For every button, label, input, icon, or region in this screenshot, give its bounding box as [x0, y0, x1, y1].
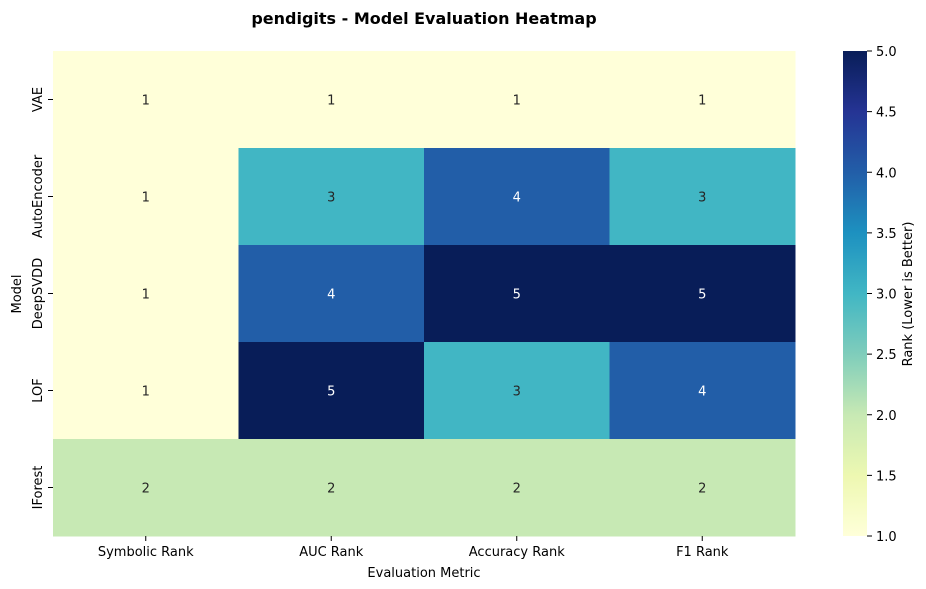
colorbar-tick-label: 1.0 [876, 530, 897, 545]
cell-value-label: 2 [142, 482, 150, 497]
heatmap-cell [53, 148, 239, 246]
cell-value-label: 5 [513, 288, 521, 303]
cell-value-label: 1 [142, 288, 150, 303]
x-axis-label: Evaluation Metric [367, 566, 480, 581]
cell-value-label: 5 [327, 385, 335, 400]
heatmap-cells [53, 51, 796, 537]
y-axis-ticks: VAE AutoEncoder DeepSVDD LOF IForest [31, 87, 53, 509]
y-tick-label: LOF [31, 378, 46, 403]
cell-value-label: 1 [513, 94, 521, 109]
x-tick-label: Symbolic Rank [98, 545, 194, 560]
heatmap-cell [53, 439, 239, 537]
heatmap-cell [424, 342, 610, 440]
colorbar: 1.0 1.5 2.0 2.5 3.0 3.5 4.0 4.5 5.0 Rank (Lower … [843, 45, 916, 545]
y-tick-label: VAE [31, 87, 46, 112]
heatmap-cell [424, 148, 610, 246]
colorbar-ticks: 1.0 1.5 2.0 2.5 3.0 3.5 4.0 4.5 5.0 [867, 45, 897, 545]
heatmap-cell [609, 51, 796, 149]
x-tick-label: F1 Rank [676, 545, 729, 560]
x-tick-label: Accuracy Rank [469, 545, 565, 560]
cell-value-label: 1 [698, 94, 706, 109]
colorbar-tick-label: 2.5 [876, 348, 897, 363]
x-tick-label: AUC Rank [299, 545, 364, 560]
cell-value-label: 3 [698, 191, 706, 206]
cell-value-label: 5 [698, 288, 706, 303]
x-axis-ticks: Symbolic Rank AUC Rank Accuracy Rank F1 Ran… [98, 536, 729, 560]
heatmap-cell [424, 245, 610, 343]
cell-value-label: 2 [698, 482, 706, 497]
colorbar-tick-label: 1.5 [876, 469, 897, 484]
y-tick-label: DeepSVDD [31, 258, 46, 329]
colorbar-tick-label: 4.0 [876, 166, 897, 181]
heatmap-cell [609, 245, 796, 343]
colorbar-scale [843, 51, 867, 536]
y-tick-label: IForest [31, 466, 46, 510]
cell-value-label: 3 [327, 191, 335, 206]
heatmap-cell-labels: 1 1 1 1 1 3 4 3 1 4 5 5 1 5 3 4 2 2 2 2 [142, 94, 707, 497]
colorbar-tick-label: 3.0 [876, 288, 897, 303]
cell-value-label: 1 [327, 94, 335, 109]
cell-value-label: 3 [513, 385, 521, 400]
heatmap-cell [424, 51, 610, 149]
cell-value-label: 1 [142, 94, 150, 109]
cell-value-label: 4 [513, 191, 521, 206]
heatmap-cell [609, 439, 796, 537]
heatmap-cell [238, 342, 425, 440]
colorbar-tick-label: 5.0 [876, 45, 897, 60]
heatmap-cell [424, 439, 610, 537]
heatmap-cell [238, 245, 425, 343]
cell-value-label: 2 [327, 482, 335, 497]
y-tick-label: AutoEncoder [31, 154, 46, 238]
cell-value-label: 1 [142, 191, 150, 206]
cell-value-label: 4 [327, 288, 335, 303]
cell-value-label: 2 [513, 482, 521, 497]
colorbar-tick-label: 3.5 [876, 227, 897, 242]
colorbar-tick-label: 2.0 [876, 409, 897, 424]
cell-value-label: 4 [698, 385, 706, 400]
chart-title: pendigits - Model Evaluation Heatmap [251, 9, 596, 28]
y-axis-label: Model [10, 274, 25, 313]
heatmap-cell [238, 439, 425, 537]
heatmap-cell [53, 342, 239, 440]
heatmap-cell [609, 342, 796, 440]
colorbar-label: Rank (Lower is Better) [901, 222, 916, 367]
heatmap-cell [238, 51, 425, 149]
heatmap-cell [609, 148, 796, 246]
heatmap-cell [53, 51, 239, 149]
cell-value-label: 1 [142, 385, 150, 400]
colorbar-tick-label: 4.5 [876, 106, 897, 121]
heatmap-cell [53, 245, 239, 343]
heatmap-cell [238, 148, 425, 246]
